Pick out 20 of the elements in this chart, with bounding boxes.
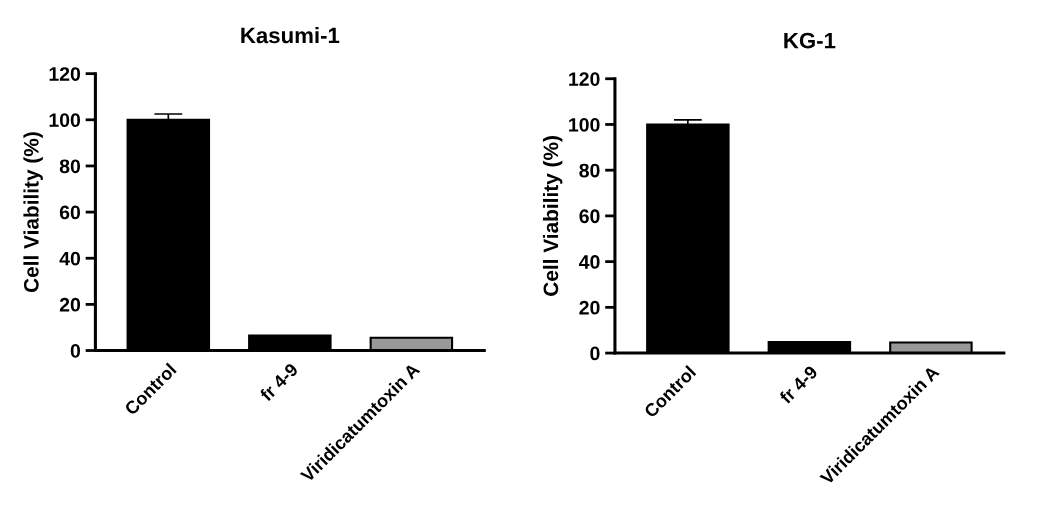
x-tick-label: fr 4-9	[258, 362, 299, 403]
y-tick-label: 40	[59, 251, 81, 266]
y-tick-label: 0	[590, 346, 600, 361]
y-tick-label: 60	[579, 209, 600, 224]
y-axis-title: Cell Viability (%)	[542, 136, 563, 296]
chart-title: Kasumi-1	[241, 27, 340, 44]
y-tick-label: 20	[59, 297, 81, 312]
chart-title: KG-1	[784, 32, 836, 49]
y-tick-label: 20	[579, 300, 600, 315]
y-tick-label: 40	[579, 255, 600, 269]
y-tick-label: 80	[59, 159, 81, 174]
x-tick-label: fr 4-9	[778, 364, 819, 405]
y-tick-label: 0	[70, 343, 81, 358]
y-tick-label: 100	[569, 117, 600, 132]
y-axis-title: Cell Viability (%)	[23, 132, 43, 293]
y-tick-label: 80	[579, 163, 600, 178]
y-tick-label: 100	[49, 113, 81, 128]
y-tick-label: 60	[59, 205, 81, 220]
y-tick-label: 120	[49, 67, 81, 81]
y-tick-label: 120	[569, 72, 600, 86]
